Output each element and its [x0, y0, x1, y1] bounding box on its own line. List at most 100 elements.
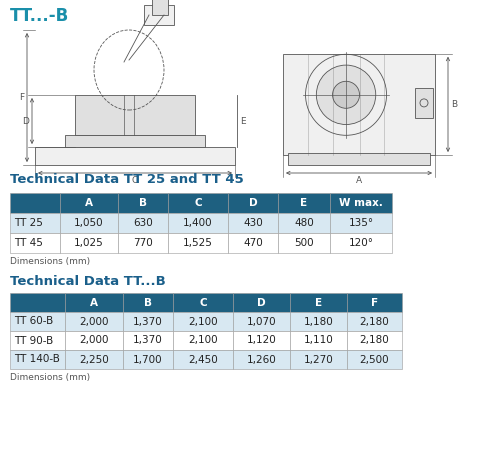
Text: Technical Data TT...B: Technical Data TT...B: [10, 275, 166, 288]
Circle shape: [333, 81, 359, 108]
Text: TT...-B: TT...-B: [10, 7, 69, 25]
Bar: [233, 312, 290, 331]
Bar: [65, 293, 123, 312]
Bar: [228, 233, 278, 253]
Bar: [123, 331, 173, 350]
Bar: [233, 350, 290, 369]
Text: B: B: [451, 100, 457, 109]
Bar: [290, 312, 347, 331]
Bar: [168, 193, 228, 213]
Bar: [60, 213, 118, 233]
Text: Dimensions (mm): Dimensions (mm): [10, 257, 90, 266]
Text: 770: 770: [133, 238, 153, 248]
Text: D: D: [257, 298, 266, 307]
Bar: [173, 293, 233, 312]
Text: 2,000: 2,000: [79, 336, 109, 345]
Bar: [283, 54, 435, 155]
Bar: [118, 213, 168, 233]
Bar: [118, 233, 168, 253]
Text: D: D: [249, 198, 257, 208]
Bar: [347, 350, 402, 369]
Bar: [347, 331, 402, 350]
Text: TT 60-B: TT 60-B: [14, 317, 53, 326]
Text: 2,500: 2,500: [360, 354, 389, 365]
Bar: [10, 213, 60, 233]
Bar: [65, 135, 205, 147]
Bar: [60, 193, 118, 213]
Text: 1,700: 1,700: [133, 354, 163, 365]
Bar: [123, 312, 173, 331]
Bar: [330, 193, 392, 213]
Text: C: C: [199, 298, 207, 307]
Bar: [288, 153, 430, 165]
Bar: [10, 331, 65, 350]
Bar: [278, 233, 330, 253]
Text: A: A: [85, 198, 93, 208]
Text: 1,270: 1,270: [303, 354, 334, 365]
Text: 1,070: 1,070: [247, 317, 276, 326]
Text: A: A: [90, 298, 98, 307]
Bar: [330, 213, 392, 233]
Text: 1,260: 1,260: [246, 354, 277, 365]
Text: 1,525: 1,525: [183, 238, 213, 248]
Text: Technical Data TT 25 and TT 45: Technical Data TT 25 and TT 45: [10, 173, 244, 186]
Text: TT 90-B: TT 90-B: [14, 336, 53, 345]
Bar: [173, 331, 233, 350]
Text: 500: 500: [294, 238, 314, 248]
Bar: [347, 312, 402, 331]
Bar: [330, 233, 392, 253]
Bar: [35, 147, 235, 165]
Bar: [278, 193, 330, 213]
Circle shape: [317, 65, 376, 125]
Bar: [144, 5, 174, 25]
Text: 2,450: 2,450: [188, 354, 218, 365]
Text: 2,100: 2,100: [188, 317, 218, 326]
Bar: [118, 193, 168, 213]
Bar: [233, 331, 290, 350]
Text: 1,370: 1,370: [133, 336, 163, 345]
Text: 135°: 135°: [348, 218, 374, 228]
Text: TT 25: TT 25: [14, 218, 43, 228]
Text: 2,100: 2,100: [188, 336, 218, 345]
Bar: [278, 213, 330, 233]
Text: C: C: [132, 176, 138, 185]
Bar: [10, 233, 60, 253]
Text: C: C: [194, 198, 202, 208]
Text: 430: 430: [243, 218, 263, 228]
Text: 1,370: 1,370: [133, 317, 163, 326]
Text: 120°: 120°: [349, 238, 374, 248]
Text: E: E: [240, 117, 245, 126]
Text: 2,250: 2,250: [79, 354, 109, 365]
Text: TT 45: TT 45: [14, 238, 43, 248]
Text: F: F: [371, 298, 378, 307]
Bar: [65, 331, 123, 350]
Bar: [228, 193, 278, 213]
Text: 2,000: 2,000: [79, 317, 109, 326]
Bar: [65, 312, 123, 331]
Text: 630: 630: [133, 218, 153, 228]
Text: 480: 480: [294, 218, 314, 228]
Bar: [173, 312, 233, 331]
Text: TT 140-B: TT 140-B: [14, 354, 60, 365]
Text: F: F: [19, 93, 24, 102]
Bar: [168, 233, 228, 253]
Text: A: A: [356, 176, 362, 185]
Text: 1,400: 1,400: [183, 218, 213, 228]
Text: W max.: W max.: [339, 198, 383, 208]
Bar: [123, 293, 173, 312]
Bar: [415, 88, 433, 118]
Bar: [75, 95, 195, 135]
Bar: [65, 350, 123, 369]
Bar: [10, 350, 65, 369]
Bar: [233, 293, 290, 312]
Text: E: E: [315, 298, 322, 307]
Bar: [123, 350, 173, 369]
Bar: [228, 213, 278, 233]
Text: B: B: [139, 198, 147, 208]
Bar: [10, 193, 60, 213]
Text: 1,025: 1,025: [74, 238, 104, 248]
Text: B: B: [144, 298, 152, 307]
Text: 470: 470: [243, 238, 263, 248]
Bar: [347, 293, 402, 312]
Bar: [290, 350, 347, 369]
